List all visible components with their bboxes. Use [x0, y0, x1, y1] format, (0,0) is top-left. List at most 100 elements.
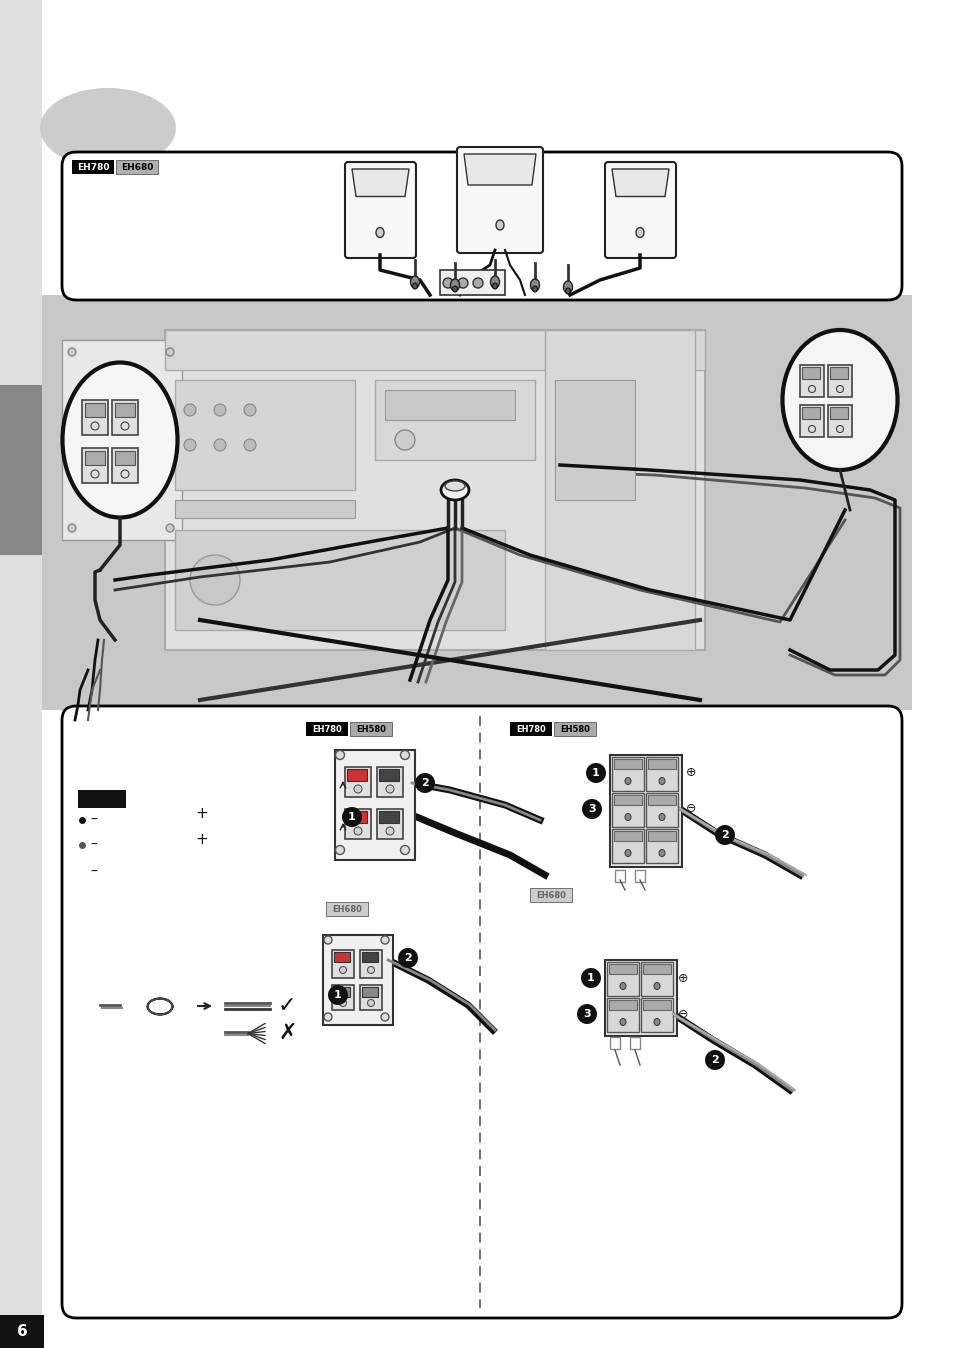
Text: EH780: EH780 [312, 724, 341, 733]
Text: 3: 3 [582, 1010, 590, 1019]
Bar [614, 830, 641, 841]
Bar [614, 795, 641, 805]
Ellipse shape [68, 348, 76, 356]
Polygon shape [612, 168, 668, 197]
Text: EH780: EH780 [76, 163, 110, 171]
Ellipse shape [659, 813, 664, 821]
Bar [347, 768, 367, 780]
FancyBboxPatch shape [62, 706, 901, 1318]
Bar [85, 403, 105, 417]
Bar [555, 380, 635, 500]
Text: –: – [90, 813, 97, 828]
Ellipse shape [704, 1050, 724, 1070]
Bar [378, 811, 398, 824]
Polygon shape [463, 154, 536, 185]
Text: +: + [194, 832, 208, 847]
Ellipse shape [714, 825, 734, 845]
Ellipse shape [807, 426, 815, 433]
Bar [609, 755, 681, 867]
Ellipse shape [580, 968, 600, 988]
Text: ⊕: ⊕ [685, 767, 696, 779]
Ellipse shape [68, 524, 76, 532]
Bar [640, 962, 672, 996]
Text: 2: 2 [420, 778, 429, 789]
Text: 1: 1 [592, 768, 599, 778]
Text: EH580: EH580 [355, 724, 386, 733]
Ellipse shape [654, 1019, 659, 1026]
Ellipse shape [496, 220, 503, 231]
Bar [606, 962, 639, 996]
Bar [544, 330, 695, 650]
Ellipse shape [121, 470, 129, 479]
Ellipse shape [244, 439, 255, 452]
Ellipse shape [324, 936, 332, 944]
Bar [800, 365, 823, 398]
Bar [615, 869, 624, 882]
Bar [332, 985, 354, 1010]
Ellipse shape [40, 88, 175, 168]
Bar [112, 400, 138, 435]
Bar [345, 809, 371, 838]
Bar [326, 902, 368, 917]
Bar [629, 1037, 639, 1049]
Ellipse shape [581, 799, 601, 820]
Ellipse shape [492, 283, 497, 288]
Text: EH780: EH780 [516, 724, 545, 733]
Ellipse shape [380, 1012, 389, 1020]
Bar [174, 530, 504, 630]
Ellipse shape [807, 386, 815, 392]
Bar [332, 950, 354, 979]
Ellipse shape [442, 278, 453, 288]
Ellipse shape [577, 1004, 597, 1024]
Ellipse shape [324, 1012, 332, 1020]
Ellipse shape [213, 404, 226, 417]
Bar [115, 403, 135, 417]
Polygon shape [352, 168, 409, 197]
Bar [385, 390, 515, 421]
Text: ✓: ✓ [277, 996, 296, 1016]
Ellipse shape [444, 481, 464, 491]
Text: 3: 3 [588, 803, 596, 814]
Bar [174, 500, 355, 518]
Ellipse shape [367, 967, 375, 973]
Bar [554, 723, 596, 736]
Bar [606, 998, 639, 1033]
Text: 6: 6 [16, 1324, 28, 1339]
Ellipse shape [563, 280, 572, 293]
Bar [642, 964, 670, 975]
Bar [359, 950, 381, 979]
Bar [323, 936, 393, 1024]
Ellipse shape [63, 363, 177, 518]
Ellipse shape [184, 404, 195, 417]
Bar [530, 888, 572, 902]
Ellipse shape [450, 279, 459, 291]
Ellipse shape [166, 524, 173, 532]
Bar [334, 952, 350, 962]
Ellipse shape [619, 1019, 625, 1026]
Bar [359, 985, 381, 1010]
Bar [71, 160, 113, 174]
Text: ⊖: ⊖ [685, 802, 696, 816]
Ellipse shape [530, 279, 539, 291]
Bar [85, 452, 105, 465]
Ellipse shape [440, 480, 469, 500]
Bar [645, 758, 678, 791]
Bar [335, 749, 415, 860]
Bar [361, 952, 377, 962]
Text: –: – [90, 865, 97, 879]
FancyBboxPatch shape [345, 162, 416, 257]
Bar [345, 767, 371, 797]
Bar [0, 1316, 44, 1348]
Bar [0, 386, 42, 555]
Text: 2: 2 [710, 1055, 719, 1065]
Ellipse shape [836, 386, 842, 392]
Bar [608, 1000, 637, 1010]
Bar [612, 829, 643, 863]
Text: ⊖: ⊖ [678, 1007, 688, 1020]
Bar [612, 758, 643, 791]
Bar [829, 407, 847, 419]
Bar [82, 400, 108, 435]
Ellipse shape [400, 751, 409, 759]
Text: EH680: EH680 [121, 163, 153, 171]
Ellipse shape [636, 228, 643, 237]
